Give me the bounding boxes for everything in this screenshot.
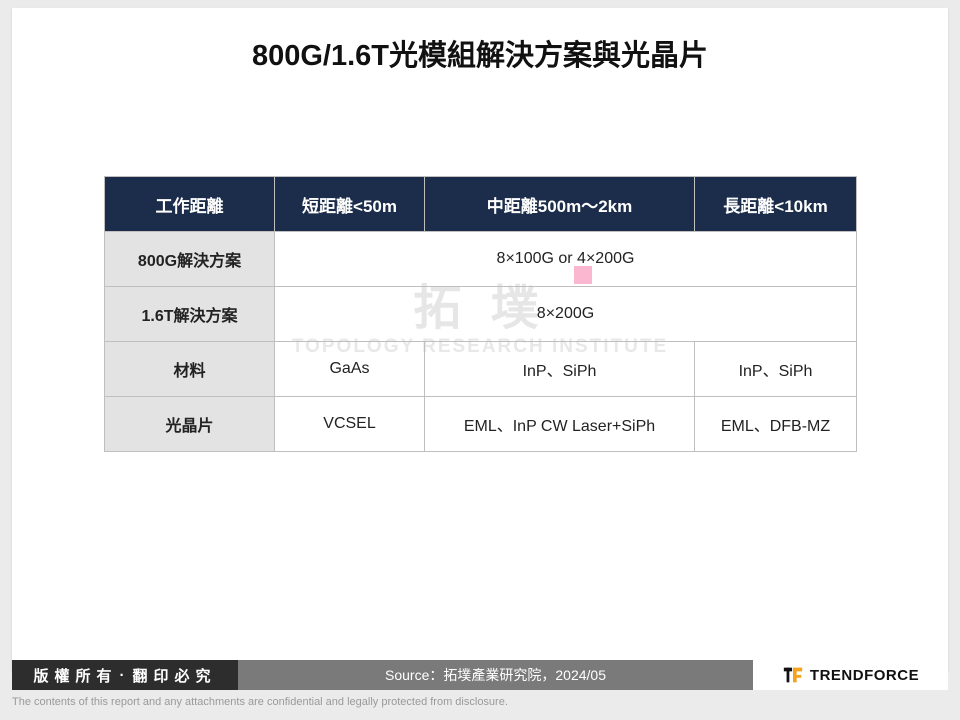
copyright-1: 版權所有 xyxy=(33,665,117,686)
table-row: 材料 GaAs InP、SiPh InP、SiPh xyxy=(105,342,857,397)
cell-merged: 8×100G or 4×200G xyxy=(275,232,857,287)
trendforce-icon xyxy=(782,664,804,686)
footer-bar: 版權所有 · 翻印必究 Source：拓墣產業研究院，2024/05 TREND… xyxy=(12,660,948,690)
table-row: 光晶片 VCSEL EML、InP CW Laser+SiPh EML、DFB-… xyxy=(105,397,857,452)
footer-logo: TRENDFORCE xyxy=(753,660,948,690)
logo-text: TRENDFORCE xyxy=(810,667,919,684)
dot-icon: · xyxy=(120,667,131,684)
cell: EML、InP CW Laser+SiPh xyxy=(425,397,695,452)
row-head: 800G解決方案 xyxy=(105,232,275,287)
cell: InP、SiPh xyxy=(425,342,695,397)
slide: 800G/1.6T光模組解決方案與光晶片 拓 墣 TOPOLOGY RESEAR… xyxy=(12,8,948,672)
table-row: 1.6T解決方案 8×200G xyxy=(105,287,857,342)
comparison-table: 工作距離 短距離<50m 中距離500m～2km 長距離<10km 800G解決… xyxy=(104,176,856,452)
cell: EML、DFB-MZ xyxy=(695,397,857,452)
col-head-2: 中距離500m～2km xyxy=(425,177,695,232)
cell: VCSEL xyxy=(275,397,425,452)
col-head-0: 工作距離 xyxy=(105,177,275,232)
copyright-2: 翻印必究 xyxy=(133,665,217,686)
page-title: 800G/1.6T光模組解決方案與光晶片 xyxy=(12,8,948,74)
disclaimer-text: The contents of this report and any atta… xyxy=(12,696,508,708)
cell-merged: 8×200G xyxy=(275,287,857,342)
footer-source: Source：拓墣產業研究院，2024/05 xyxy=(238,660,753,690)
table-row: 800G解決方案 8×100G or 4×200G xyxy=(105,232,857,287)
row-head: 1.6T解決方案 xyxy=(105,287,275,342)
cell: InP、SiPh xyxy=(695,342,857,397)
table-header-row: 工作距離 短距離<50m 中距離500m～2km 長距離<10km xyxy=(105,177,857,232)
footer-copyright: 版權所有 · 翻印必究 xyxy=(12,660,238,690)
col-head-1: 短距離<50m xyxy=(275,177,425,232)
col-head-3: 長距離<10km xyxy=(695,177,857,232)
row-head: 材料 xyxy=(105,342,275,397)
row-head: 光晶片 xyxy=(105,397,275,452)
cell: GaAs xyxy=(275,342,425,397)
